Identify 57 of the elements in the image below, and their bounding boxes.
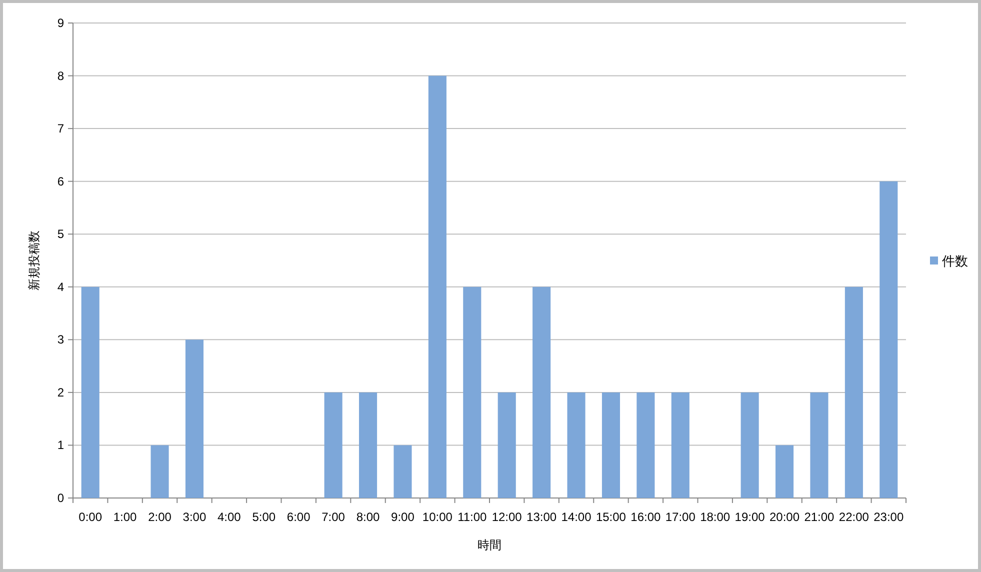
bar (880, 181, 898, 498)
y-tick-label: 2 (57, 385, 64, 400)
legend-label: 件数 (942, 254, 968, 268)
x-tick-label: 17:00 (665, 510, 696, 524)
x-tick-label: 11:00 (458, 510, 488, 524)
x-tick-label: 3:00 (182, 510, 206, 524)
y-tick-label: 9 (57, 16, 64, 30)
y-tick-label: 5 (57, 227, 64, 242)
bar (324, 392, 342, 498)
x-tick-label: 13:00 (526, 510, 557, 524)
x-tick-label: 21:00 (804, 510, 835, 524)
x-tick-label: 12:00 (492, 510, 522, 524)
bar (636, 392, 655, 498)
x-tick-label: 14:00 (561, 510, 592, 524)
x-tick-label: 5:00 (252, 510, 276, 524)
x-tick-label: 8:00 (356, 510, 380, 524)
bar (532, 286, 551, 498)
legend: 件数 (930, 254, 968, 268)
bar (394, 445, 412, 498)
x-tick-label: 1:00 (113, 510, 138, 524)
x-tick-label: 4:00 (218, 510, 242, 524)
bar (463, 286, 482, 498)
bar (567, 392, 586, 498)
x-tick-label: 2:00 (148, 510, 172, 524)
bar (358, 392, 378, 498)
y-tick-label: 0 (57, 491, 64, 505)
y-tick-label: 3 (57, 332, 64, 347)
y-tick-label: 7 (57, 122, 64, 136)
bar (844, 286, 863, 498)
x-tick-label: 16:00 (630, 510, 662, 524)
bar (775, 445, 794, 498)
x-tick-label: 18:00 (700, 510, 730, 524)
x-axis-title: 時間 (478, 538, 502, 552)
x-tick-label: 6:00 (286, 510, 311, 524)
x-tick-label: 19:00 (734, 510, 766, 524)
x-tick-label: 9:00 (391, 510, 415, 524)
x-tick-label: 7:00 (322, 510, 346, 524)
x-tick-label: 10:00 (422, 510, 453, 524)
bar (740, 392, 759, 498)
x-tick-label: 15:00 (596, 510, 626, 524)
y-tick-label: 4 (57, 280, 64, 294)
bar (150, 445, 169, 498)
bar (81, 286, 100, 498)
bar (602, 392, 620, 498)
y-tick-label: 8 (57, 68, 64, 83)
y-axis-title: 新規投稿数 (27, 230, 41, 290)
y-tick-label: 1 (57, 438, 64, 452)
x-tick-label: 20:00 (770, 510, 800, 524)
bar (428, 76, 446, 498)
bar (185, 340, 204, 498)
x-tick-label: 22:00 (838, 510, 870, 524)
bar (498, 392, 516, 498)
y-tick-label: 6 (57, 174, 64, 188)
bar (671, 392, 690, 498)
x-tick-label: 0:00 (78, 510, 102, 524)
bar (810, 392, 828, 498)
x-tick-label: 23:00 (874, 510, 904, 524)
